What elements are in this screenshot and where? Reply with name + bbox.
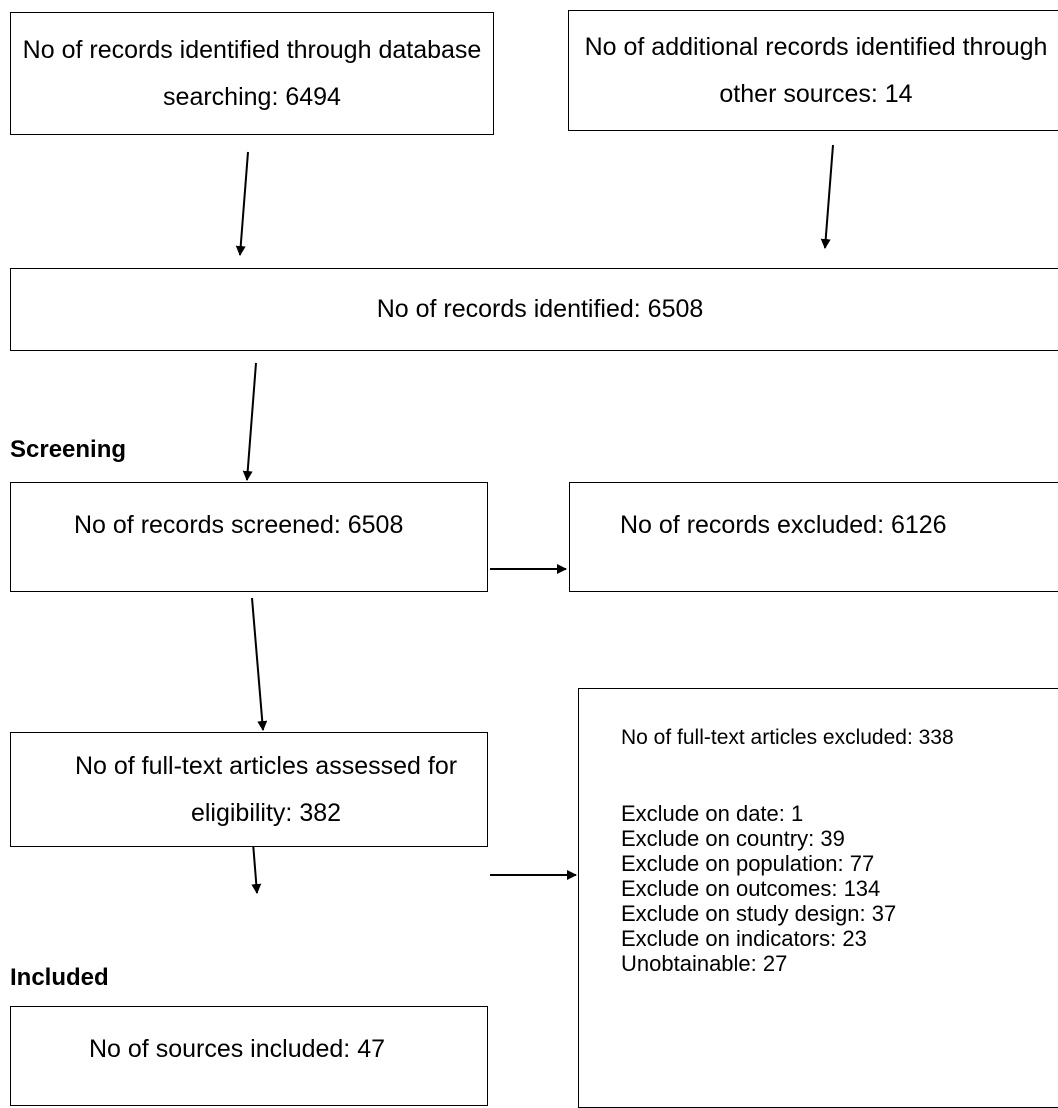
records-identified-box: No of records identified: 6508 xyxy=(10,268,1058,351)
other-sources-box: No of additional records identified thro… xyxy=(568,10,1058,131)
exclusion-reason: Exclude on indicators: 23 xyxy=(621,926,867,951)
sources-included-box: No of sources included: 47 xyxy=(10,1006,488,1106)
exclusion-reason: Unobtainable: 27 xyxy=(621,951,788,976)
arrow-database-to-identified xyxy=(235,151,249,256)
exclusion-reason: Exclude on country: 39 xyxy=(621,826,845,851)
fulltext-excluded-box: No of full-text articles excluded: 338 E… xyxy=(578,688,1058,1108)
exclusion-reason: Exclude on study design: 37 xyxy=(621,901,897,926)
other-sources-line2: through other sources: 14 xyxy=(719,33,1048,108)
stage-label-screening: Screening xyxy=(10,436,127,463)
fulltext-excluded-title: No of full-text articles excluded: 338 xyxy=(621,726,954,749)
database-box-line2: database searching: 6494 xyxy=(163,36,482,111)
assessed-line2: for eligibility: 382 xyxy=(190,752,458,827)
records-excluded-text: No of records excluded: 6126 xyxy=(620,511,947,539)
records-identified-text: No of records identified: 6508 xyxy=(376,295,704,324)
sources-included-text: No of sources included: 47 xyxy=(89,1035,386,1063)
arrow-identified-to-screened xyxy=(242,362,257,481)
database-box-line1: No of records identified through xyxy=(22,36,372,65)
arrow-other-to-identified xyxy=(820,144,834,249)
database-searching-box: No of records identified through databas… xyxy=(10,12,494,135)
exclusion-reason: Exclude on outcomes: 134 xyxy=(621,876,881,901)
assessed-line1: No of full-text articles assessed xyxy=(74,752,421,781)
arrow-screened-to-assessed xyxy=(251,597,268,731)
exclusion-reasons-list: Exclude on date: 1 Exclude on country: 3… xyxy=(621,801,896,976)
records-excluded-box: No of records excluded: 6126 xyxy=(569,482,1058,592)
exclusion-reason: Exclude on date: 1 xyxy=(621,801,804,826)
records-screened-box: No of records screened: 6508 xyxy=(10,482,488,592)
stage-label-included: Included xyxy=(10,964,109,991)
records-screened-text: No of records screened: 6508 xyxy=(74,511,404,539)
other-sources-line1: No of additional records identified xyxy=(584,33,956,62)
exclusion-reason: Exclude on population: 77 xyxy=(621,851,875,876)
fulltext-assessed-box: No of full-text articles assessed for el… xyxy=(10,732,488,847)
